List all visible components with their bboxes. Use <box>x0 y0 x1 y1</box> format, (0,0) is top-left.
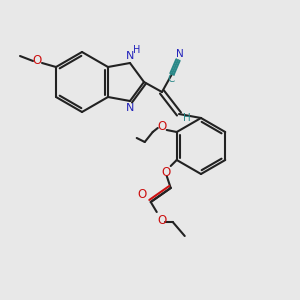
Text: O: O <box>157 214 167 226</box>
Text: O: O <box>157 119 167 133</box>
Text: N: N <box>126 103 134 113</box>
Text: O: O <box>137 188 146 202</box>
Text: N: N <box>126 51 134 61</box>
Text: N: N <box>176 49 184 59</box>
Text: O: O <box>32 53 42 67</box>
Text: H: H <box>183 113 191 123</box>
Text: H: H <box>133 45 141 55</box>
Text: O: O <box>161 166 170 178</box>
Text: C: C <box>167 74 175 84</box>
